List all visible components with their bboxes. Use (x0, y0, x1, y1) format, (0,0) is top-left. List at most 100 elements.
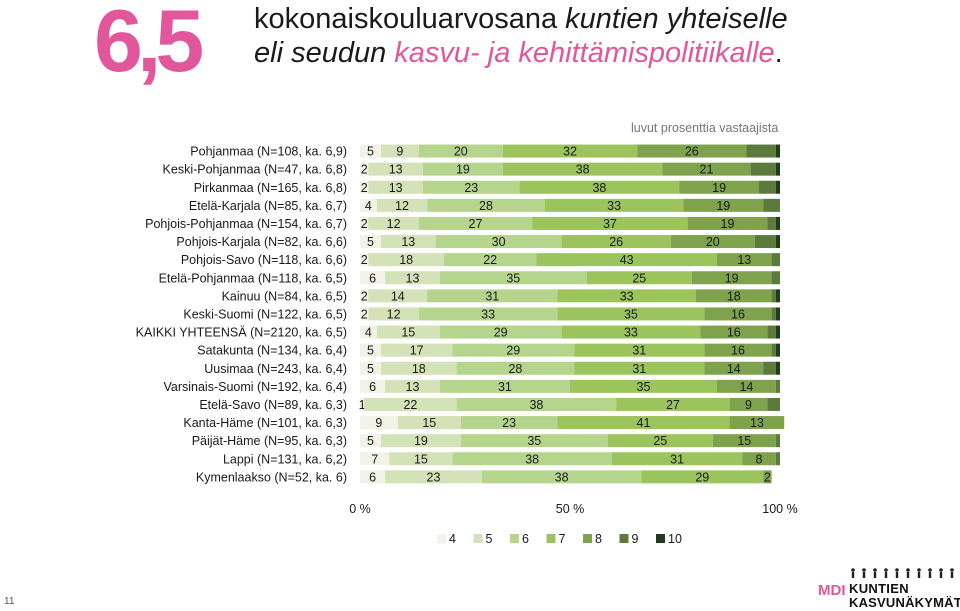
chart-note: luvut prosenttia vastaajista (631, 121, 779, 135)
bar-segment (397, 416, 461, 430)
page-number: 11 (4, 596, 15, 607)
bar-segment (775, 307, 780, 321)
data-label: 5 (367, 344, 374, 358)
bar-segment (696, 289, 772, 303)
mdi-logo-text: MDI (818, 582, 846, 599)
bar-segment (775, 379, 780, 393)
data-label: 31 (632, 344, 646, 358)
data-label: 19 (456, 163, 470, 177)
data-label: 19 (725, 271, 739, 285)
category-label: Kymenlaakso (N=52, ka. 6) (196, 470, 347, 484)
bar-segment (683, 198, 764, 212)
bar-segment (759, 180, 776, 194)
data-label: 38 (525, 452, 539, 466)
category-label: Pohjois-Savo (N=118, ka. 6,6) (181, 253, 347, 267)
legend-swatch (619, 534, 629, 543)
bar-segment (368, 162, 423, 176)
bar-segment (360, 379, 386, 393)
bar-segment (360, 434, 381, 448)
bar-segment (612, 452, 743, 466)
data-label: 29 (695, 470, 709, 484)
data-label: 15 (401, 326, 415, 340)
bar-segment (561, 235, 671, 249)
bar-segment (637, 144, 747, 158)
data-label: 4 (365, 326, 372, 340)
category-label: Varsinais-Suomi (N=192, ka. 6,4) (163, 380, 347, 394)
data-label: 35 (527, 434, 541, 448)
data-label: 15 (422, 416, 436, 430)
data-label: 2 (361, 307, 368, 321)
data-label: 27 (469, 217, 483, 231)
bar-segment (717, 253, 772, 267)
bar-segment (775, 144, 780, 158)
data-label: 12 (395, 199, 409, 213)
category-label: Kanta-Häme (N=101, ka. 6,3) (183, 416, 347, 430)
bar-segment (435, 235, 562, 249)
data-label: 23 (502, 416, 516, 430)
title-end: . (774, 37, 783, 69)
data-label: 12 (387, 307, 401, 321)
legend-label: 5 (486, 532, 493, 546)
x-tick-label: 50 % (556, 502, 585, 516)
legend-label: 9 (632, 532, 639, 546)
data-label: 2 (361, 217, 368, 231)
title-line-2: eli seudun kasvu- ja kehittämispolitiika… (254, 36, 788, 70)
data-label: 13 (406, 380, 420, 394)
bar-segment (607, 434, 713, 448)
legend-label: 8 (595, 532, 602, 546)
bar-segment (616, 397, 730, 411)
bar-segment (381, 144, 419, 158)
bar-segment (775, 180, 780, 194)
bar-segment (771, 289, 776, 303)
category-label: Etelä-Savo (N=89, ka. 6,3) (199, 398, 347, 412)
data-label: 13 (389, 163, 403, 177)
data-label: 22 (403, 398, 417, 412)
category-label: Uusimaa (N=243, ka. 6,4) (204, 362, 347, 376)
bar-segment (586, 271, 692, 285)
data-label: 18 (727, 289, 741, 303)
bar-segment (389, 452, 453, 466)
bar-segment (775, 325, 780, 339)
data-label: 19 (414, 434, 428, 448)
bar-segment (360, 307, 369, 321)
x-tick-label: 0 % (349, 502, 371, 516)
data-label: 19 (721, 217, 735, 231)
bar-segment (364, 397, 457, 411)
bar-segment (763, 198, 780, 212)
bar-segment (427, 198, 545, 212)
data-label: 5 (367, 235, 374, 249)
legend-label: 10 (668, 532, 682, 546)
category-label: KAIKKI YHTEENSÄ (N=2120, ka. 6,5) (136, 326, 347, 340)
data-label: 5 (367, 434, 374, 448)
bar-segment (481, 470, 642, 484)
bar-segment (729, 397, 768, 411)
data-label: 16 (727, 326, 741, 340)
bar-segment (775, 343, 780, 357)
data-label: 19 (712, 181, 726, 195)
grade-highlight: 6,5 (94, 0, 204, 90)
bar-segment (423, 180, 520, 194)
bar-segment (460, 416, 558, 430)
legend-label: 7 (559, 532, 566, 546)
bar-segment (557, 416, 730, 430)
data-label: 6 (369, 380, 376, 394)
x-tick-label: 100 % (762, 502, 797, 516)
bar-segment (502, 162, 663, 176)
bar-segment (775, 452, 780, 466)
bar-segment (381, 343, 453, 357)
data-label: 26 (685, 145, 699, 159)
bar-segment (687, 216, 768, 230)
data-label: 18 (412, 362, 426, 376)
data-label: 33 (481, 307, 495, 321)
data-label: 9 (375, 416, 382, 430)
data-label: 4 (365, 199, 372, 213)
bar-segment (641, 470, 764, 484)
bar-segment (360, 416, 398, 430)
bar-segment (360, 343, 381, 357)
data-label: 35 (506, 271, 520, 285)
data-label: 2 (764, 470, 771, 484)
bar-segment (771, 307, 776, 321)
bar-segment (360, 253, 369, 267)
data-label: 23 (464, 181, 478, 195)
bar-segment (767, 216, 776, 230)
